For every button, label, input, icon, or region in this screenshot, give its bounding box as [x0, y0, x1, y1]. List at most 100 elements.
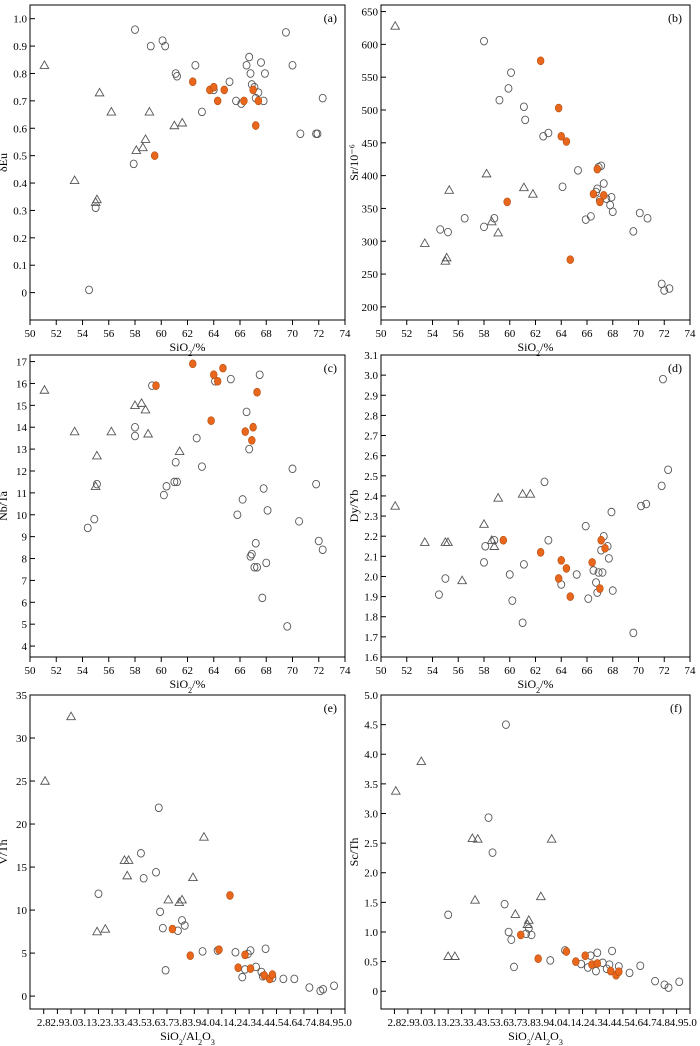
triangle-marker — [489, 541, 500, 550]
circle-marker — [444, 227, 452, 237]
circle-marker — [246, 946, 255, 955]
x-tick-label: 4.7 — [643, 1017, 657, 1029]
filled-circle-marker — [554, 574, 563, 583]
y-tick-label: 1.5 — [364, 897, 378, 909]
circle-marker — [156, 907, 165, 917]
filled-circle-marker — [562, 137, 571, 146]
triangle-marker — [419, 537, 430, 546]
y-axis-label: Dy/Yb — [347, 490, 361, 523]
circle-marker — [85, 285, 94, 295]
triangle-marker — [517, 488, 528, 498]
filled-circle-marker — [150, 151, 159, 160]
circle-marker — [281, 28, 290, 37]
circle-marker — [659, 374, 667, 384]
filled-circle-marker — [240, 96, 248, 106]
filled-circle-marker — [572, 957, 580, 966]
triangle-marker — [137, 142, 148, 152]
x-tick-label: 68 — [261, 328, 273, 340]
circle-marker — [488, 848, 497, 857]
triangle-marker — [187, 872, 199, 882]
y-tick-label: 1.0 — [364, 927, 378, 939]
y-tick-label: 3.0 — [364, 370, 378, 382]
y-tick-label: 2.8 — [364, 410, 378, 422]
circle-marker — [540, 477, 549, 487]
triangle-marker — [472, 833, 483, 843]
x-tick-label: 50 — [376, 665, 388, 677]
circle-marker — [154, 803, 163, 812]
circle-marker — [504, 84, 513, 93]
x-tick-label: 54 — [427, 665, 439, 677]
triangle-marker — [144, 106, 155, 116]
circle-marker — [521, 115, 530, 125]
circle-marker — [305, 983, 314, 992]
circle-marker — [242, 407, 251, 417]
y-tick-label: 2.4 — [364, 491, 378, 503]
y-tick-label: 300 — [362, 236, 379, 248]
circle-marker — [490, 535, 499, 545]
triangle-marker — [92, 926, 103, 936]
filled-circle-marker — [248, 436, 256, 445]
y-tick-label: 3.0 — [364, 808, 378, 820]
chart-panel: 50 52 54 56 58 60 62 64 66 68 70 72 74 1.6 1.7 1.8 1.9 2.… — [347, 350, 696, 695]
y-tick-label: 11 — [16, 488, 27, 500]
triangle-marker — [390, 500, 401, 510]
triangle-marker — [493, 492, 504, 502]
x-tick-label: 70 — [633, 665, 645, 677]
x-tick-label: 56 — [453, 328, 465, 340]
x-tick-label: 72 — [313, 328, 324, 340]
x-tick-label: 56 — [453, 665, 465, 677]
plot-frame — [29, 4, 346, 321]
triangle-marker — [131, 144, 142, 154]
x-tick-label: 2.8 — [388, 1017, 402, 1029]
circle-marker — [246, 552, 255, 561]
circle-marker — [226, 374, 235, 384]
circle-marker — [643, 214, 652, 223]
circle-marker — [131, 422, 139, 432]
panel-label: (b) — [668, 11, 682, 25]
circle-marker — [94, 889, 103, 898]
circle-marker — [586, 212, 595, 221]
filled-circle-marker — [557, 556, 565, 565]
panel-label: (a) — [324, 11, 337, 25]
x-tick-label: 58 — [479, 665, 491, 677]
x-tick-label: 4.3 — [242, 1017, 256, 1029]
circle-marker — [253, 563, 262, 572]
x-tick-label: 3.4 — [468, 1017, 482, 1029]
filled-circle-marker — [601, 543, 609, 553]
y-tick-label: 0.9 — [13, 41, 27, 53]
circle-marker — [255, 370, 264, 379]
filled-circle-marker — [210, 82, 218, 92]
x-tick-label: 4.0 — [201, 1017, 215, 1029]
y-tick-label: 15 — [16, 400, 28, 412]
filled-circle-marker — [189, 359, 197, 369]
circle-marker — [261, 944, 270, 954]
filled-circle-marker — [241, 427, 249, 436]
y-tick-label: 1.6 — [364, 652, 378, 664]
circle-marker — [288, 464, 297, 474]
chart-panel: 50 52 54 56 58 60 62 64 66 68 70 72 7445678910111213… — [0, 354, 351, 695]
circle-marker — [574, 166, 582, 175]
y-tick-label: 0.6 — [13, 123, 27, 135]
x-tick-label: 3.9 — [535, 1017, 549, 1029]
plot-frame — [29, 354, 346, 658]
y-tick-label: 17 — [16, 357, 28, 369]
x-tick-label: 3.8 — [174, 1017, 188, 1029]
filled-circle-marker — [207, 416, 215, 425]
triangle-marker — [122, 870, 133, 880]
circle-marker — [527, 930, 536, 940]
circle-marker — [283, 622, 292, 631]
x-tick-label: 74 — [340, 328, 352, 340]
triangle-marker — [163, 894, 174, 904]
triangle-marker — [174, 446, 185, 455]
circle-marker — [444, 910, 453, 920]
y-tick-label: 5 — [22, 619, 28, 631]
x-tick-label: 54 — [427, 328, 439, 340]
circle-marker — [608, 946, 617, 956]
triangle-marker — [441, 252, 452, 262]
circle-marker — [161, 41, 170, 51]
filled-circle-marker — [566, 592, 574, 601]
x-tick-label: 3.3 — [105, 1017, 119, 1029]
circle-marker — [231, 947, 240, 957]
circle-marker — [558, 182, 567, 192]
circle-marker — [519, 102, 528, 111]
